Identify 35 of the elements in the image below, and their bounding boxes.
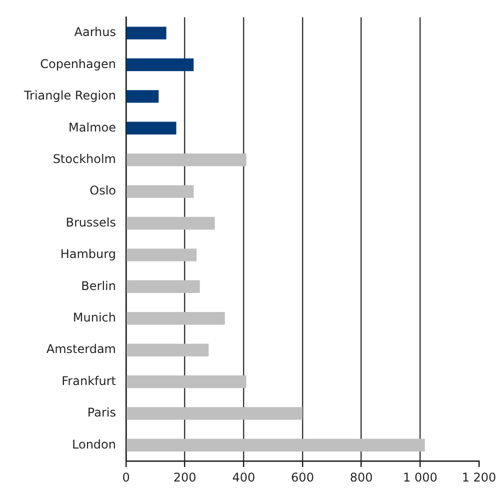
bar bbox=[126, 280, 200, 293]
bar bbox=[126, 312, 225, 325]
x-tick-label: 1 000 bbox=[402, 470, 438, 484]
x-tick-label: 200 bbox=[173, 470, 196, 484]
y-tick-label: Amsterdam bbox=[46, 342, 116, 356]
bar bbox=[126, 248, 197, 262]
bar bbox=[126, 58, 194, 72]
bar bbox=[126, 216, 215, 230]
y-tick-label: Aarhus bbox=[74, 25, 116, 40]
x-tick-label: 400 bbox=[232, 470, 256, 484]
y-tick-label: Brussels bbox=[66, 215, 116, 230]
x-tick-label: 0 bbox=[122, 470, 130, 484]
y-tick-label: Stockholm bbox=[52, 152, 116, 166]
bar bbox=[126, 375, 246, 388]
bar bbox=[126, 154, 246, 166]
bar bbox=[126, 90, 159, 103]
bar bbox=[126, 185, 194, 198]
y-tick-label: Paris bbox=[87, 406, 116, 420]
x-tick-label: 600 bbox=[291, 470, 314, 484]
x-tick-label: 800 bbox=[350, 470, 373, 484]
bar bbox=[126, 26, 166, 40]
y-tick-label: Oslo bbox=[90, 184, 116, 198]
bar bbox=[126, 438, 425, 452]
y-tick-label: Berlin bbox=[81, 278, 116, 293]
y-tick-label: London bbox=[72, 437, 116, 452]
x-tick-label: 1 200 bbox=[462, 470, 496, 484]
bar bbox=[126, 344, 209, 356]
y-tick-label: Frankfurt bbox=[62, 374, 116, 388]
bar bbox=[126, 122, 176, 134]
y-tick-label: Malmoe bbox=[68, 120, 116, 134]
y-tick-label: Munich bbox=[72, 310, 116, 324]
y-tick-label: Copenhagen bbox=[40, 56, 116, 71]
bar bbox=[126, 407, 302, 420]
y-tick-label: Triangle Region bbox=[22, 88, 116, 103]
y-tick-label: Hamburg bbox=[60, 247, 116, 262]
